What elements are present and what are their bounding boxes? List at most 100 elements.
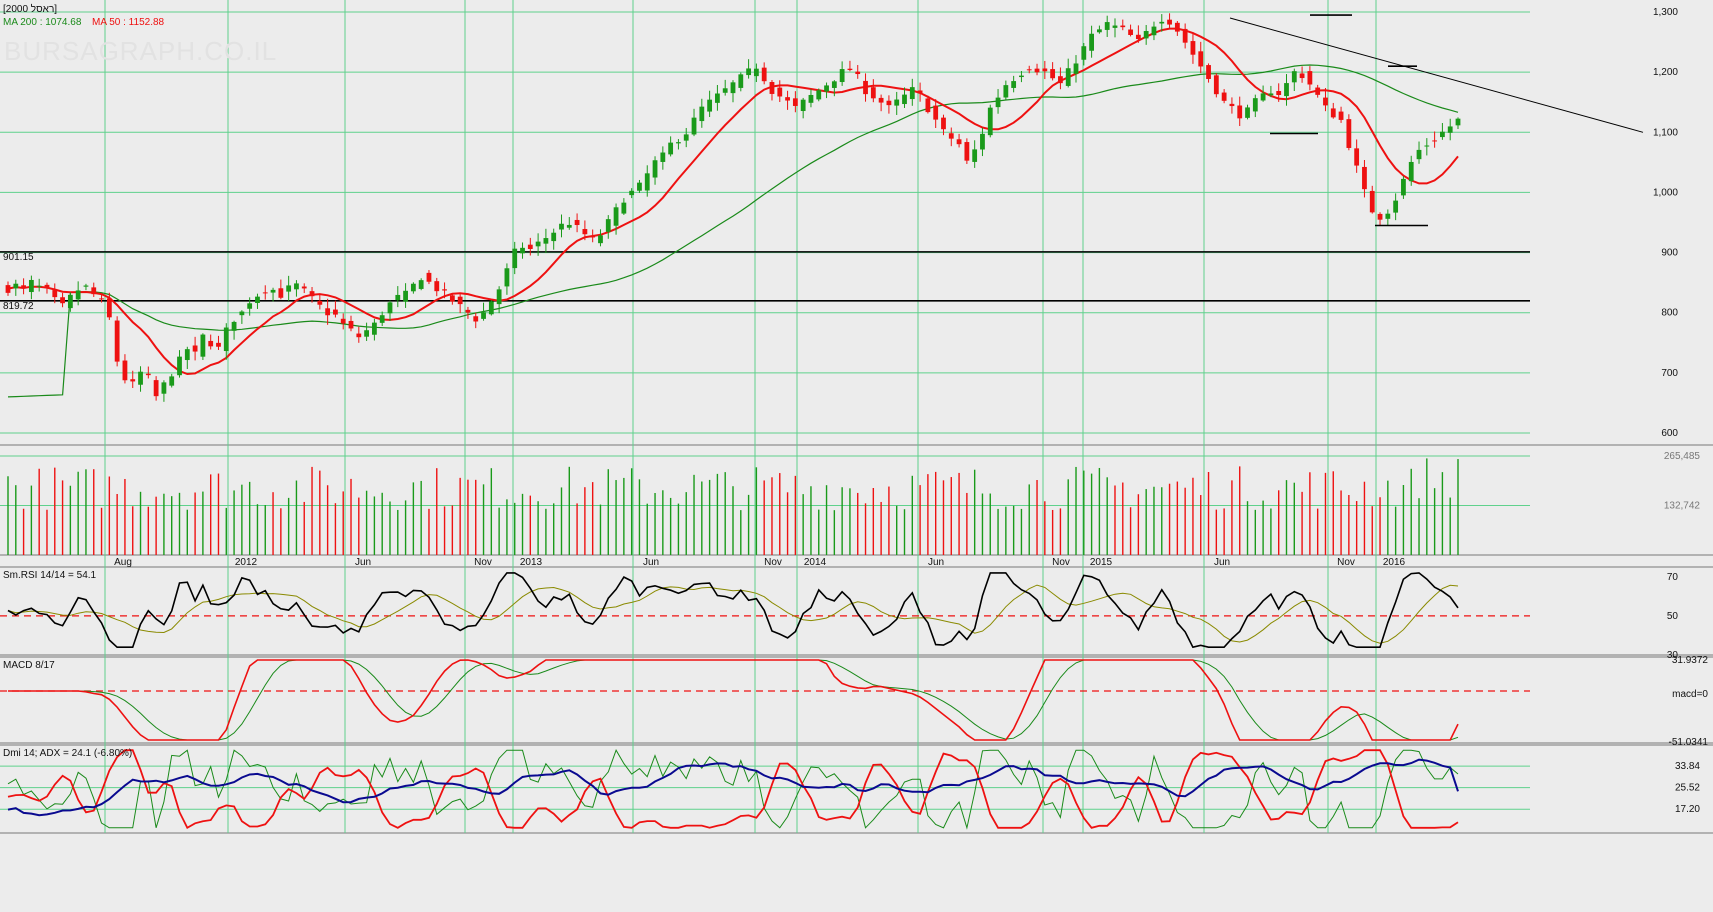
candle-body: [761, 67, 767, 82]
candle-body: [1455, 118, 1461, 126]
rsi-tick-label: 50: [1667, 611, 1679, 622]
candle-body: [855, 71, 861, 75]
candle-body: [75, 290, 81, 300]
volume-tick-label: 132,742: [1664, 501, 1701, 512]
candle-body: [169, 376, 175, 386]
candle-body: [816, 90, 822, 100]
candle-body: [1042, 68, 1048, 72]
ma200-label: MA 200 : 1074.68: [3, 17, 82, 28]
ma50-label: MA 50 : 1152.88: [92, 17, 165, 28]
candle-body: [621, 202, 627, 214]
candle-body: [902, 94, 907, 105]
candle-body: [637, 182, 642, 191]
candle-body: [473, 316, 479, 322]
price-tick-label: 600: [1661, 428, 1678, 439]
candle-body: [99, 298, 104, 300]
candle-body: [379, 315, 385, 323]
candle-body: [722, 88, 728, 93]
rsi-tick-label: 70: [1667, 572, 1679, 583]
candle-body: [184, 349, 190, 361]
candle-body: [543, 238, 549, 244]
candle-body: [1362, 166, 1367, 190]
candle-body: [1034, 68, 1040, 73]
candle-body: [1291, 71, 1297, 83]
candle-body: [1432, 140, 1438, 142]
candle-body: [1190, 41, 1196, 55]
price-tick-label: 1,000: [1653, 187, 1678, 198]
candle-body: [785, 97, 790, 101]
candle-body: [1401, 178, 1406, 196]
candle-body: [738, 74, 744, 88]
x-axis-label: 2016: [1383, 557, 1406, 568]
candle-body: [317, 300, 323, 305]
candle-body: [1276, 91, 1282, 95]
candle-body: [395, 294, 401, 301]
candle-body: [1284, 83, 1289, 97]
macd-line: [8, 659, 1459, 741]
candle-body: [909, 87, 915, 100]
candle-body: [364, 330, 370, 337]
candle-body: [1174, 22, 1180, 32]
candle-body: [769, 82, 775, 94]
support-line-label: 819.72: [3, 301, 34, 312]
candle-body: [348, 320, 354, 329]
x-axis-label: Jun: [355, 557, 371, 568]
candle-body: [301, 286, 307, 289]
candle-body: [36, 285, 42, 287]
x-axis-label: Jun: [643, 557, 659, 568]
candle-body: [566, 224, 572, 228]
candle-body: [177, 356, 182, 376]
candle-body: [863, 80, 868, 95]
candle-body: [1252, 98, 1258, 112]
candle-body: [481, 312, 486, 319]
candle-body: [403, 290, 408, 302]
candle-body: [223, 327, 229, 352]
candle-body: [1143, 31, 1149, 39]
candle-body: [153, 380, 159, 397]
candle-body: [1416, 149, 1422, 160]
candle-body: [1299, 73, 1305, 79]
candle-body: [613, 207, 619, 226]
candle-body: [995, 97, 1001, 108]
candle-body: [130, 379, 136, 382]
candle-body: [1447, 126, 1453, 133]
support-line-label: 901.15: [3, 252, 34, 263]
candle-body: [387, 302, 393, 314]
price-tick-label: 1,300: [1653, 7, 1678, 18]
candle-body: [1245, 107, 1250, 118]
candle-body: [309, 291, 315, 297]
candle-body: [1065, 68, 1071, 86]
candle-body: [1221, 92, 1227, 101]
candle-body: [161, 382, 167, 394]
candle-body: [941, 117, 946, 130]
candle-body: [410, 283, 416, 292]
candle-body: [753, 68, 759, 77]
candle-body: [746, 68, 751, 76]
candle-body: [574, 219, 580, 226]
candle-body: [707, 99, 713, 112]
candle-body: [691, 117, 697, 135]
candle-body: [527, 244, 533, 249]
candle-body: [878, 97, 884, 103]
candle-body: [839, 69, 845, 83]
x-axis-label: 2014: [804, 557, 827, 568]
rsi-tick-label: 30: [1667, 650, 1679, 661]
candle-body: [1369, 190, 1375, 213]
price-tick-label: 1,200: [1653, 67, 1678, 78]
candle-body: [1089, 33, 1095, 51]
candle-body: [465, 309, 471, 313]
candle-body: [1315, 87, 1321, 95]
candle-body: [964, 142, 970, 161]
candle-body: [496, 289, 502, 305]
candle-body: [987, 107, 993, 136]
candle-body: [551, 232, 557, 242]
candle-body: [1237, 105, 1243, 119]
candle-body: [145, 373, 151, 376]
candle-body: [255, 296, 260, 304]
macd-signal-line: [8, 659, 1459, 741]
candle-body: [1198, 51, 1204, 67]
rsi-line: [7, 572, 1459, 649]
watermark: BURSAGRAPH.CO.IL: [4, 36, 277, 66]
x-axis-label: Nov: [474, 557, 492, 568]
candle-body: [1104, 22, 1110, 30]
